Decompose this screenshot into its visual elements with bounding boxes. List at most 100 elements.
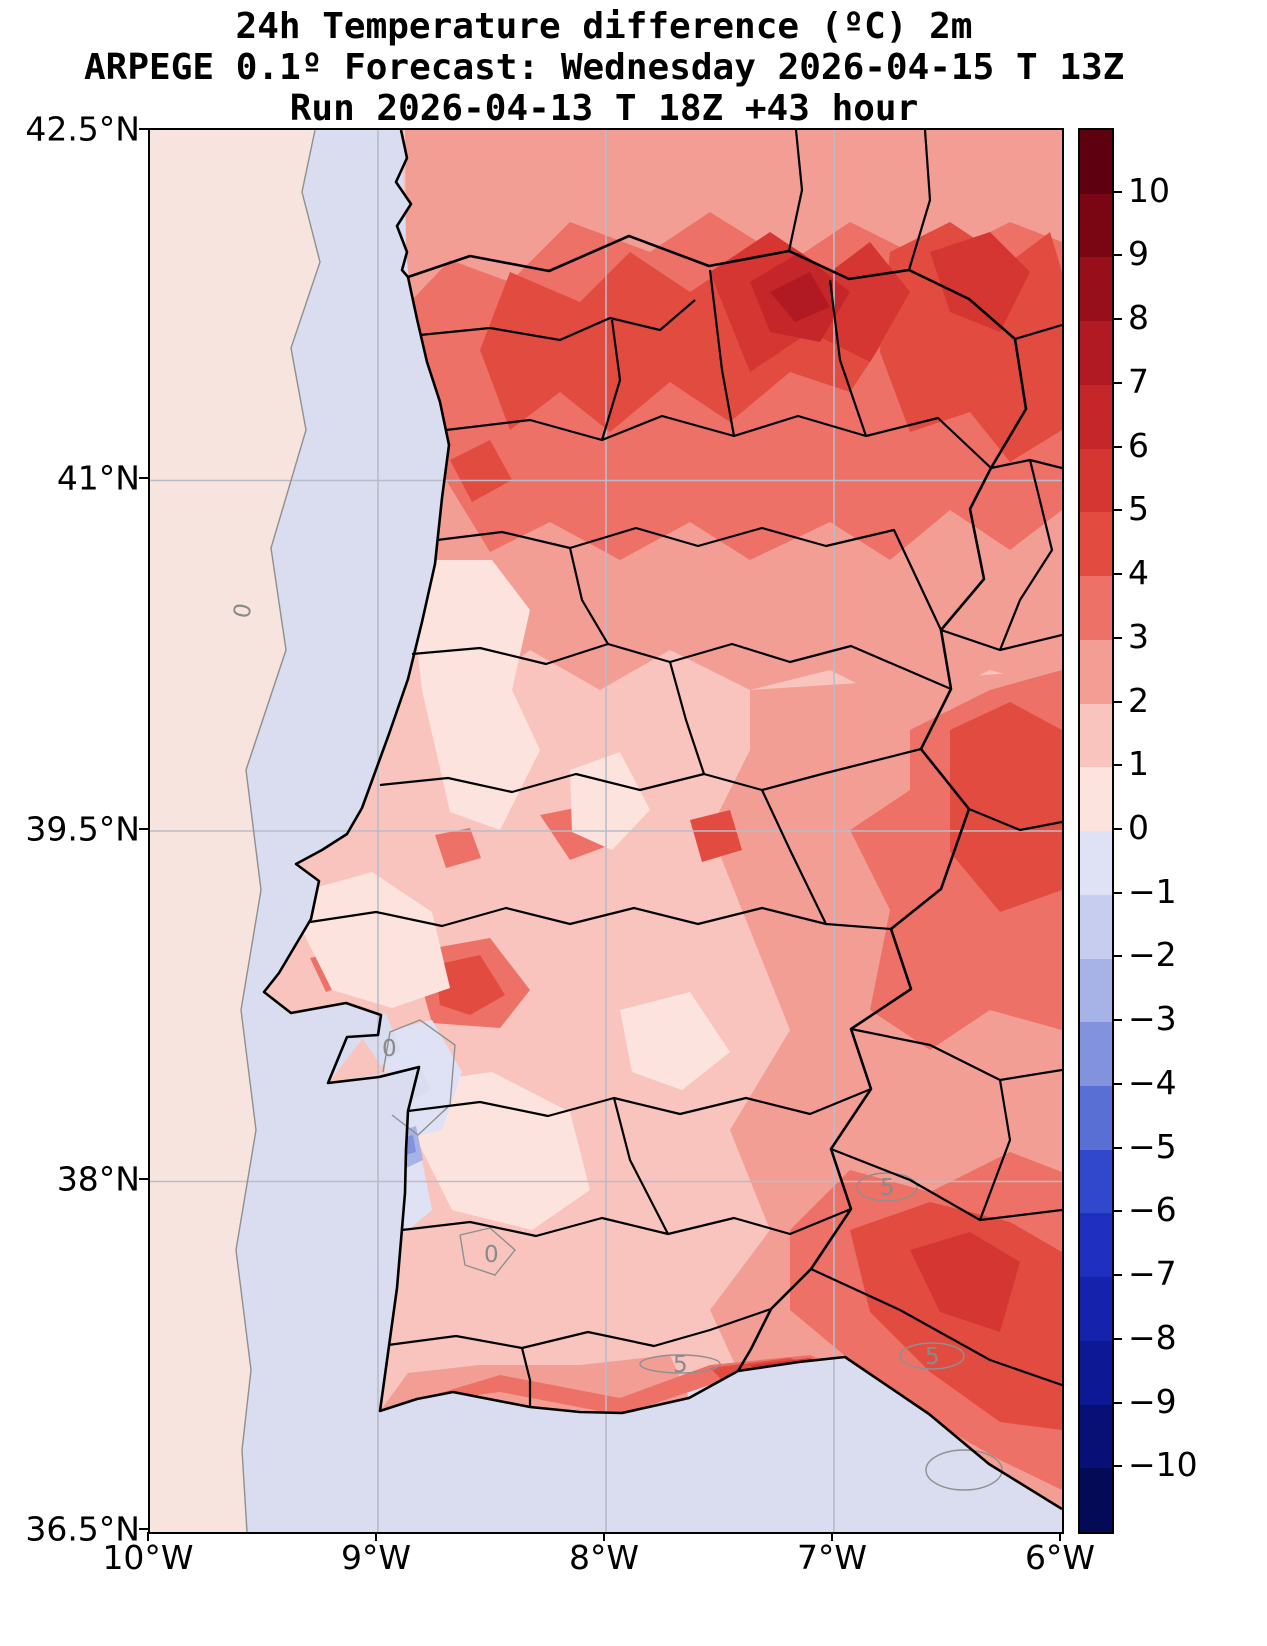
colorbar-cell: [1080, 1149, 1112, 1214]
colorbar-cell: [1080, 1404, 1112, 1469]
temp-patch: [435, 828, 481, 868]
colorbar-tick: [1114, 381, 1122, 384]
temp-patch: [413, 560, 540, 830]
colorbar-cell: [1080, 894, 1112, 959]
colorbar-tick-label: −8: [1128, 1317, 1177, 1357]
colorbar: [1078, 128, 1114, 1534]
five-contour-se-1: [856, 1172, 918, 1202]
x-axis-tick: [147, 1532, 149, 1541]
graticule-gridlines: [150, 130, 1062, 1532]
x-axis-tick: [1059, 1532, 1061, 1541]
colorbar-cell: [1080, 1340, 1112, 1405]
colorbar-tick-label: −5: [1128, 1126, 1177, 1166]
colorbar-cell: [1080, 130, 1112, 194]
contour-label: 0: [484, 1242, 499, 1268]
x-axis-tick: [603, 1532, 605, 1541]
colorbar-cell: [1080, 639, 1112, 704]
colorbar-tick-label: 8: [1128, 298, 1149, 338]
level-7-8-patches: [770, 272, 830, 322]
colorbar-tick-label: −9: [1128, 1381, 1177, 1421]
district-line: [761, 789, 827, 925]
x-tick-label-6w: 6°W: [1024, 1538, 1096, 1577]
colorbar-tick: [1114, 1401, 1122, 1404]
zero-contour-sado: [459, 1227, 516, 1276]
district-line: [708, 269, 736, 437]
y-tick-label-41n: 41°N: [56, 458, 140, 498]
contour-label: 5: [673, 1352, 688, 1378]
title-line-3: Run 2026-04-13 T 18Z +43 hour: [289, 88, 919, 129]
colorbar-tick: [1114, 254, 1122, 257]
colorbar-tick-label: 0: [1128, 807, 1149, 847]
y-tick-label-38n: 38°N: [56, 1159, 140, 1199]
colorbar-cell: [1080, 576, 1112, 640]
y-axis-tick: [139, 1178, 148, 1180]
contour-value-labels: 0 0 0 5 5 5: [229, 601, 940, 1378]
x-axis-tick: [831, 1532, 833, 1541]
province-line: [968, 807, 1062, 832]
district-boundaries: [309, 130, 1062, 1407]
district-line: [612, 1097, 669, 1235]
colorbar-cell: [1080, 1086, 1112, 1150]
district-line: [828, 279, 868, 437]
colorbar-tick: [1114, 636, 1122, 639]
temp-patch: [930, 232, 1030, 332]
temp-patch: [620, 992, 730, 1090]
district-line: [401, 1207, 852, 1238]
temp-patch: [910, 1232, 1020, 1332]
zero-contour-estuary: [382, 1019, 456, 1136]
colorbar-tick-label: −2: [1128, 935, 1177, 975]
colorbar-cell: [1080, 1213, 1112, 1278]
y-tick-label-36-5n: 36.5°N: [25, 1509, 140, 1549]
level-0-1-patches: [300, 560, 730, 1230]
temp-patch: [300, 872, 450, 1008]
district-line: [387, 1307, 772, 1350]
colorbar-tick-label: −7: [1128, 1254, 1177, 1294]
x-axis-tick: [375, 1532, 377, 1541]
colorbar-tick-label: −1: [1128, 871, 1177, 911]
gray-contour-lines: [235, 130, 1003, 1532]
district-line: [568, 547, 609, 645]
colorbar-tick: [1114, 1337, 1122, 1340]
coastline: [262, 130, 1062, 1511]
land-temperature-fills: [264, 130, 1062, 1509]
y-axis-tick: [139, 828, 148, 830]
colorbar-tick: [1114, 891, 1122, 894]
colorbar-tick: [1114, 1274, 1122, 1277]
colorbar-tick: [1114, 509, 1122, 512]
province-line: [787, 130, 804, 252]
y-axis-tick: [139, 128, 148, 130]
zero-contour-offshore: [235, 130, 321, 1532]
x-tick-label-7w: 7°W: [796, 1538, 868, 1577]
contour-label: 0: [229, 601, 257, 621]
colorbar-cell: [1080, 1468, 1112, 1533]
colorbar-cell: [1080, 512, 1112, 577]
colorbar-cell: [1080, 193, 1112, 258]
x-tick-label-8w: 8°W: [568, 1538, 640, 1577]
contour-label: 5: [880, 1175, 895, 1201]
temp-patch: [435, 955, 505, 1015]
district-line: [668, 661, 706, 775]
five-contour-south-coast: [639, 1354, 721, 1374]
colorbar-tick-label: 6: [1128, 425, 1149, 465]
province-line: [810, 1268, 1062, 1387]
map-plot-area: 0 0 0 5 5 5: [148, 128, 1064, 1534]
colorbar-tick-label: 7: [1128, 361, 1149, 401]
colorbar-tick: [1114, 190, 1122, 193]
colorbar-cell: [1080, 448, 1112, 513]
district-line: [520, 1347, 532, 1407]
temperature-difference-map: 0 0 0 5 5 5: [150, 130, 1062, 1532]
colorbar-tick: [1114, 573, 1122, 576]
province-line: [1014, 323, 1062, 341]
province-line: [978, 1079, 1012, 1221]
colorbar-tick: [1114, 1019, 1122, 1022]
colorbar-tick: [1114, 1210, 1122, 1213]
title-line-2: ARPEGE 0.1º Forecast: Wednesday 2026-04-…: [84, 47, 1125, 88]
colorbar-tick: [1114, 1082, 1122, 1085]
colorbar-tick: [1114, 318, 1122, 321]
colorbar-cell: [1080, 831, 1112, 895]
contour-label: 5: [925, 1344, 940, 1370]
district-line: [436, 526, 942, 631]
title-line-1: 24h Temperature difference (ºC) 2m: [235, 6, 973, 47]
colorbar-cell: [1080, 257, 1112, 322]
